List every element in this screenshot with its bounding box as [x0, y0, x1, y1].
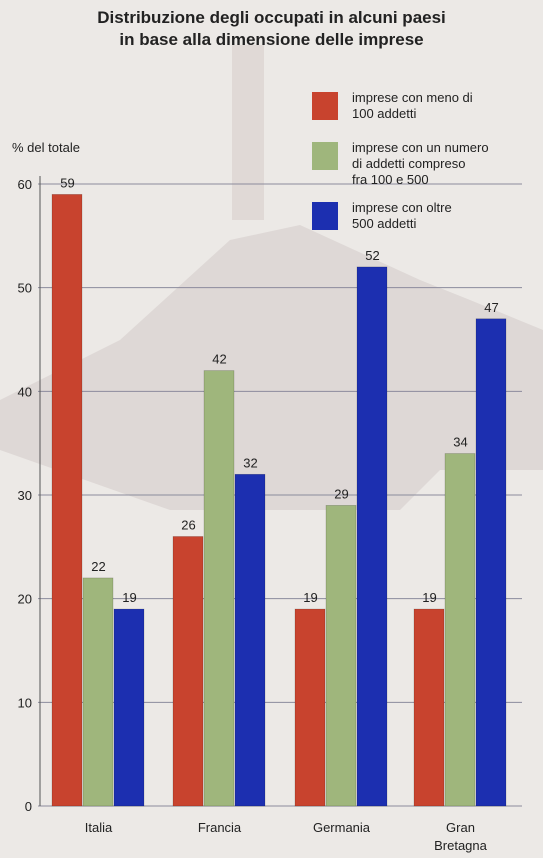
legend-item-small-firms: imprese con meno di 100 addetti	[312, 90, 532, 140]
bar-value-label: 34	[453, 435, 467, 450]
legend-label-line: fra 100 e 500	[352, 172, 429, 187]
y-axis-label: % del totale	[12, 140, 80, 155]
y-tick-label: 20	[18, 592, 32, 607]
legend-label-line: di addetti compreso	[352, 156, 466, 171]
legend-label-line: imprese con oltre	[352, 200, 452, 215]
legend-swatch-large-firms	[312, 202, 338, 230]
y-tick-label: 0	[25, 799, 32, 814]
legend-swatch-small-firms	[312, 92, 338, 120]
legend-label-line: 500 addetti	[352, 216, 417, 231]
bar-value-label: 19	[422, 590, 436, 605]
bar	[172, 536, 204, 807]
x-tick-label: Gran	[446, 820, 475, 835]
legend-item-large-firms: imprese con oltre 500 addetti	[312, 200, 532, 250]
bar	[234, 473, 266, 807]
bar	[444, 453, 476, 807]
bar	[294, 608, 326, 807]
legend-swatch-medium-firms	[312, 142, 338, 170]
bar-value-label: 52	[365, 248, 379, 263]
bar-value-label: 19	[122, 590, 136, 605]
y-tick-label: 30	[18, 488, 32, 503]
background-illustration	[0, 225, 543, 510]
legend-item-medium-firms: imprese con un numero di addetti compres…	[312, 140, 532, 200]
bar-value-label: 22	[91, 559, 105, 574]
background-illustration-column	[232, 45, 264, 220]
bar-value-label: 26	[181, 517, 195, 532]
x-tick-label: Italia	[85, 820, 113, 835]
bar	[82, 577, 114, 807]
legend-label-line: imprese con un numero	[352, 140, 489, 155]
chart-title-line-1: Distribuzione degli occupati in alcuni p…	[97, 8, 446, 27]
bar-value-label: 29	[334, 486, 348, 501]
chart-title-line-2: in base alla dimensione delle imprese	[119, 30, 424, 49]
bar	[475, 318, 507, 807]
legend-label-medium-firms: imprese con un numero di addetti compres…	[352, 140, 532, 188]
bar	[51, 194, 83, 807]
bar	[356, 266, 388, 807]
bar-value-label: 32	[243, 455, 257, 470]
legend-label-line: 100 addetti	[352, 106, 417, 121]
bar	[325, 505, 357, 807]
bar-value-label: 19	[303, 590, 317, 605]
y-tick-label: 40	[18, 384, 32, 399]
bar	[113, 608, 145, 807]
bar-value-label: 42	[212, 352, 226, 367]
bar	[413, 608, 445, 807]
y-tick-label: 60	[18, 177, 32, 192]
bar-value-label: 59	[60, 175, 74, 190]
legend-label-large-firms: imprese con oltre 500 addetti	[352, 200, 532, 232]
legend-label-line: imprese con meno di	[352, 90, 473, 105]
bar-value-label: 47	[484, 300, 498, 315]
x-tick-label: Francia	[198, 820, 242, 835]
y-tick-label: 10	[18, 695, 32, 710]
x-tick-label: Germania	[313, 820, 371, 835]
legend: imprese con meno di 100 addetti imprese …	[312, 90, 532, 250]
x-tick-label: Bretagna	[434, 838, 488, 853]
bar	[203, 370, 235, 807]
legend-label-small-firms: imprese con meno di 100 addetti	[352, 90, 532, 122]
y-tick-label: 50	[18, 281, 32, 296]
